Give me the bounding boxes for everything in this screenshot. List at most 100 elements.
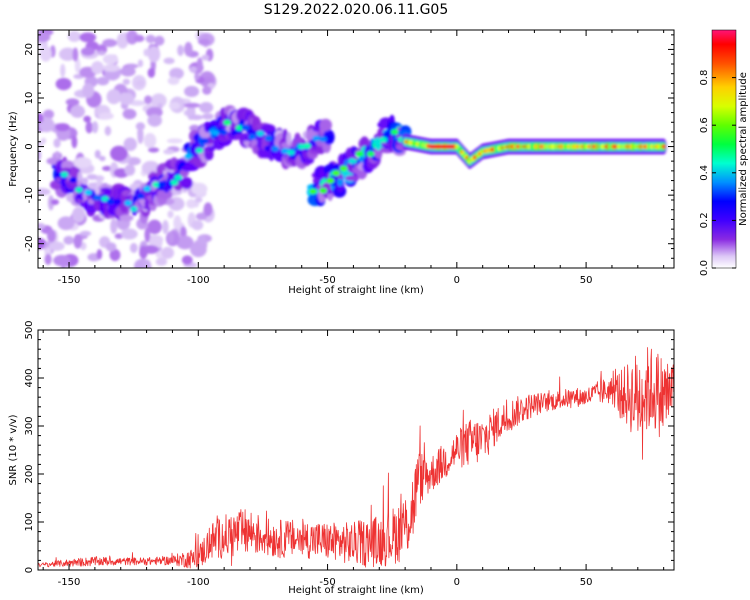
heatmap-x-tick-label: -150 <box>58 275 81 286</box>
heatmap-blob <box>96 76 110 86</box>
heatmap-blob <box>70 105 86 118</box>
heatmap-blob <box>43 109 55 120</box>
heatmap-blob <box>60 171 69 178</box>
heatmap-blob <box>355 151 364 157</box>
heatmap-blob <box>661 144 666 149</box>
heatmap-blob <box>173 215 182 231</box>
heatmap-blob <box>198 234 206 245</box>
heatmap-blob <box>67 30 81 42</box>
heatmap-blob <box>190 241 207 258</box>
snr-x-tick-label: -50 <box>319 577 335 588</box>
heatmap-blob <box>119 92 135 105</box>
snr-y-tick-label: 300 <box>24 416 35 435</box>
heatmap-blob <box>38 32 51 43</box>
heatmap-blob <box>122 78 131 85</box>
heatmap-blob <box>72 47 79 62</box>
heatmap-blob <box>223 119 232 126</box>
heatmap-blob <box>80 47 95 56</box>
heatmap-blob <box>189 66 198 73</box>
heatmap-blob <box>199 102 214 114</box>
heatmap-blob <box>66 193 75 203</box>
heatmap-blob <box>366 151 375 157</box>
heatmap-blob <box>129 242 138 253</box>
heatmap-blob <box>143 259 152 268</box>
heatmap-blob <box>106 89 122 105</box>
heatmap-blob <box>137 59 144 68</box>
colorbar-gradient <box>711 29 737 269</box>
heatmap-blob <box>69 177 78 183</box>
snr-y-tick-label: 400 <box>24 368 35 387</box>
heatmap-blob <box>379 136 388 143</box>
heatmap-blob <box>189 124 200 132</box>
heatmap-blob <box>312 135 321 142</box>
heatmap-blob <box>38 223 46 230</box>
heatmap-y-tick-label: -10 <box>24 187 35 203</box>
heatmap-blob <box>116 33 129 49</box>
colorbar-tick-label: 0.4 <box>699 165 710 181</box>
heatmap-blob <box>96 249 103 260</box>
heatmap-blob <box>143 133 157 149</box>
heatmap-blob <box>271 145 280 152</box>
heatmap-blob <box>390 129 399 135</box>
heatmap-blob <box>201 138 209 144</box>
snr-x-tick-label: 50 <box>580 577 593 588</box>
heatmap-blob <box>195 197 203 203</box>
heatmap-blob <box>201 54 210 61</box>
heatmap-blob <box>74 57 81 74</box>
heatmap-blob <box>195 212 208 221</box>
heatmap-blob <box>339 165 348 172</box>
heatmap-blob <box>53 138 61 148</box>
heatmap-x-tick-label: -50 <box>319 275 335 286</box>
heatmap-blob <box>184 153 193 160</box>
heatmap-blob <box>155 257 168 266</box>
heatmap-blob <box>319 187 328 194</box>
heatmap-x-axis-label: Height of straight line (km) <box>288 285 424 296</box>
snr-y-tick-label: 200 <box>24 464 35 483</box>
heatmap-blob <box>147 46 161 63</box>
heatmap-blob <box>113 198 122 205</box>
heatmap-blob <box>167 210 174 219</box>
heatmap-blob <box>99 155 106 162</box>
colorbar-tick-label: 0.0 <box>699 260 710 276</box>
heatmap-blobs <box>38 30 667 268</box>
heatmap-blob <box>141 160 160 175</box>
heatmap-blob <box>202 113 214 120</box>
snr-frame <box>37 329 675 571</box>
colorbar-ticks: 0.0 0.2 0.4 0.6 0.8 <box>699 70 736 276</box>
colorbar-tick-label: 0.6 <box>699 117 710 133</box>
heatmap-blob <box>101 195 109 202</box>
heatmap-blob <box>256 130 265 137</box>
heatmap-blob <box>168 231 174 244</box>
heatmap-blob <box>94 149 101 159</box>
heatmap-blob <box>38 149 42 161</box>
heatmap-blob <box>146 106 163 118</box>
heatmap-blob <box>71 135 78 149</box>
colorbar-tick-label: 0.2 <box>699 212 710 228</box>
heatmap-blob <box>147 147 160 153</box>
heatmap-blob <box>167 76 180 85</box>
heatmap-blob <box>179 169 189 177</box>
heatmap-blob <box>211 129 220 136</box>
heatmap-blob <box>191 219 204 231</box>
heatmap-blob <box>168 102 181 110</box>
heatmap-blob <box>120 66 136 77</box>
heatmap-frame <box>37 29 675 269</box>
heatmap-blob <box>122 108 137 120</box>
heatmap-blob <box>309 188 317 195</box>
heatmap-x-tick-label: 0 <box>454 275 460 286</box>
heatmap-blob <box>286 132 292 146</box>
heatmap-blob <box>58 47 77 61</box>
heatmap-blob <box>137 128 144 144</box>
heatmap-blob <box>91 121 99 134</box>
heatmap-blob <box>105 242 117 252</box>
heatmap-blob <box>150 93 167 108</box>
heatmap-blob <box>109 248 121 262</box>
heatmap-blob <box>260 124 276 134</box>
heatmap-blob <box>319 118 332 132</box>
heatmap-blob <box>163 57 175 65</box>
colorbar-tick-label: 0.8 <box>699 70 710 86</box>
heatmap-blob <box>123 137 138 152</box>
heatmap-blob <box>163 149 175 155</box>
